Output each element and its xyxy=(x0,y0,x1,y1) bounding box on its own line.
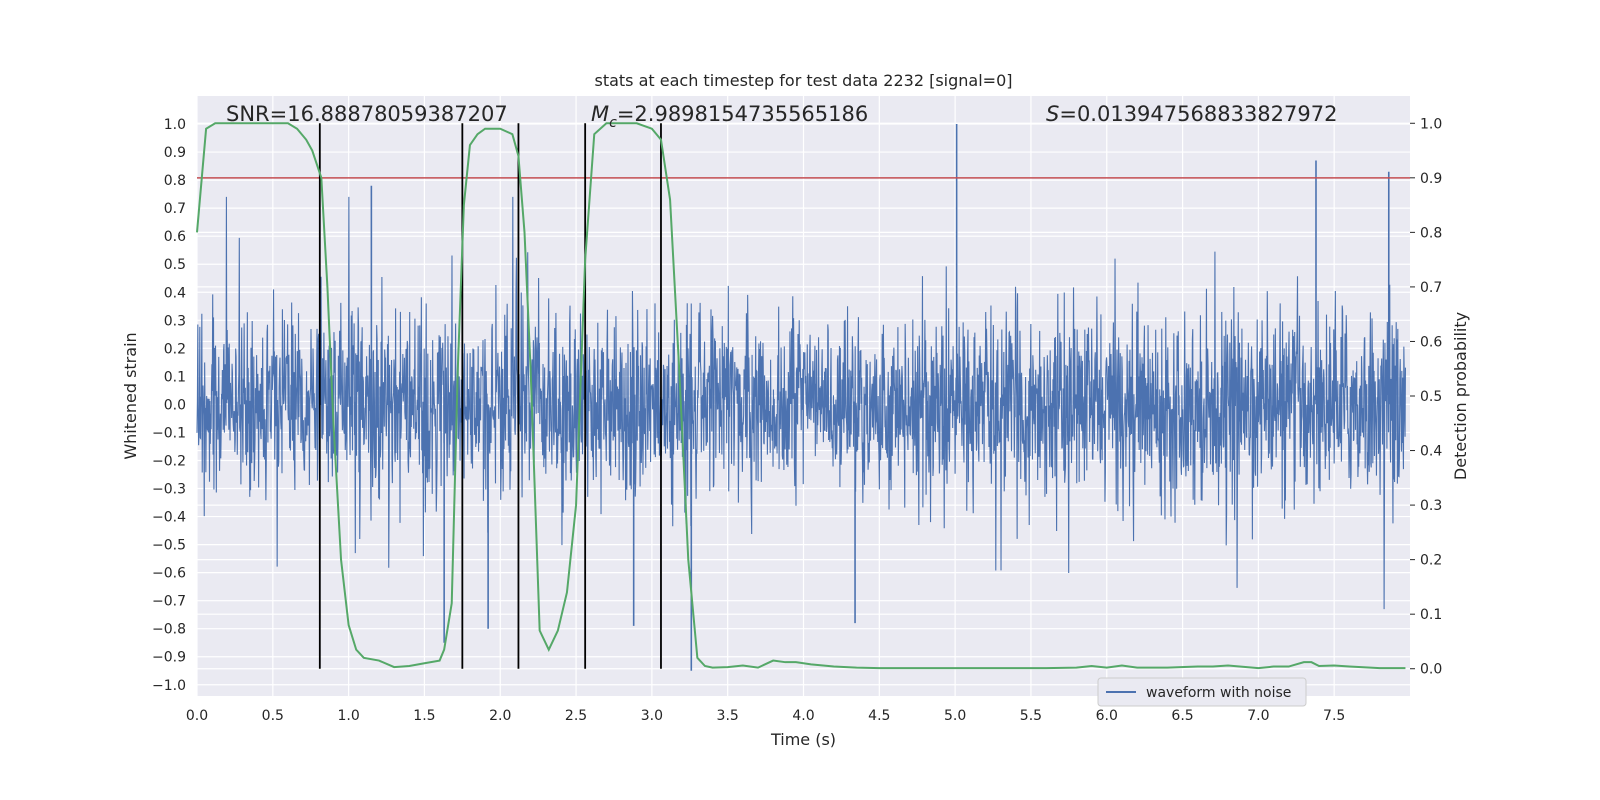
y-tick-label: 0.2 xyxy=(164,341,186,357)
y-tick-label: 1.0 xyxy=(164,117,186,133)
overlay-lines xyxy=(196,122,1410,670)
x-tick-label: 1.0 xyxy=(337,708,359,724)
y-tick-label: 0.7 xyxy=(164,201,186,217)
y2-tick-label: 0.9 xyxy=(1420,171,1442,187)
chirp-mass-subscript: c xyxy=(609,115,617,131)
x-tick-label: 5.5 xyxy=(1020,708,1042,724)
y2-tick-label: 0.8 xyxy=(1420,225,1442,241)
y-tick-label: −1.0 xyxy=(152,678,186,694)
legend-label: waveform with noise xyxy=(1146,685,1291,701)
y-tick-label: −0.5 xyxy=(152,538,186,554)
waveform-with-noise-line xyxy=(196,196,1406,610)
y-tick-label: 0.4 xyxy=(164,285,186,301)
y-tick-label: 0.9 xyxy=(164,145,186,161)
waveform-with-noise-series xyxy=(196,124,1406,671)
s-symbol: S xyxy=(1046,102,1059,126)
y-tick-label: 0.8 xyxy=(164,173,186,189)
chart-title: stats at each timestep for test data 223… xyxy=(594,71,1012,90)
x-axis-label: Time (s) xyxy=(770,730,836,749)
y-axis-label: Whitened strain xyxy=(121,332,140,459)
legend-box xyxy=(1097,677,1307,707)
x-tick-label: 2.0 xyxy=(489,708,511,724)
y-tick-label: −0.6 xyxy=(152,566,186,582)
x-tick-label: 5.0 xyxy=(944,708,966,724)
y-tick-label: −0.9 xyxy=(152,650,186,666)
snr-annotation: SNR=16.88878059387207 xyxy=(226,102,508,126)
chirp-mass-value: =2.9898154735565186 xyxy=(617,102,868,126)
detection-probability-line xyxy=(196,122,1406,670)
x-tick-label: 3.5 xyxy=(717,708,739,724)
x-axis-ticks: 0.0 0.5 1.0 1.5 2.0 2.5 3.0 3.5 4.0 4.5 5.0 5.5 6.0 6… xyxy=(186,708,1345,724)
x-tick-label: 7.0 xyxy=(1247,708,1269,724)
y2-tick-label: 0.7 xyxy=(1420,280,1442,296)
x-tick-label: 0.5 xyxy=(262,708,284,724)
x-tick-label: 1.5 xyxy=(413,708,435,724)
x-tick-label: 6.5 xyxy=(1171,708,1193,724)
y2-tick-label: 0.2 xyxy=(1420,553,1442,569)
y-tick-label: −0.4 xyxy=(152,510,186,526)
chirp-mass-symbol: M xyxy=(591,102,609,126)
y-tick-label: −0.7 xyxy=(152,594,186,610)
y-tick-label: −0.2 xyxy=(152,453,186,469)
y2-tick-label: 0.4 xyxy=(1420,444,1442,460)
y-tick-label: −0.8 xyxy=(152,622,186,638)
y-tick-label: 0.1 xyxy=(164,369,186,385)
y2-tick-label: 0.1 xyxy=(1420,607,1442,623)
y2-tick-label: 0.5 xyxy=(1420,389,1442,405)
chirp-mass-annotation: Mc=2.9898154735565186 xyxy=(591,102,868,131)
x-tick-label: 4.0 xyxy=(792,708,814,724)
x-tick-label: 7.5 xyxy=(1323,708,1345,724)
y2-axis-ticks: 1.0 0.9 0.8 0.7 0.6 0.5 0.4 0.3 0.2 0.1 0.0 xyxy=(1410,116,1442,678)
y2-tick-label: 0.3 xyxy=(1420,498,1442,514)
x-tick-label: 3.0 xyxy=(641,708,663,724)
y-tick-label: −0.1 xyxy=(152,425,186,441)
y2-tick-label: 1.0 xyxy=(1420,116,1442,132)
x-tick-label: 6.0 xyxy=(1096,708,1118,724)
y-tick-label: 0.0 xyxy=(164,397,186,413)
y-tick-label: 0.3 xyxy=(164,313,186,329)
y2-tick-label: 0.0 xyxy=(1420,662,1442,678)
y-tick-label: −0.3 xyxy=(152,482,186,498)
y-axis-ticks: 1.0 0.9 0.8 0.7 0.6 0.5 0.4 0.3 0.2 0.1 0.0 −0.1 −0.… xyxy=(152,117,186,694)
y-tick-label: 0.5 xyxy=(164,257,186,273)
s-value: =0.013947568833827972 xyxy=(1059,102,1337,126)
y2-axis-label: Detection probability xyxy=(1451,312,1470,480)
y2-tick-label: 0.6 xyxy=(1420,334,1442,350)
x-tick-label: 2.5 xyxy=(565,708,587,724)
legend: waveform with noise xyxy=(1097,677,1307,707)
s-annotation: S=0.013947568833827972 xyxy=(1046,102,1337,126)
x-tick-label: 4.5 xyxy=(868,708,890,724)
y-tick-label: 0.6 xyxy=(164,229,186,245)
x-tick-label: 0.0 xyxy=(186,708,208,724)
